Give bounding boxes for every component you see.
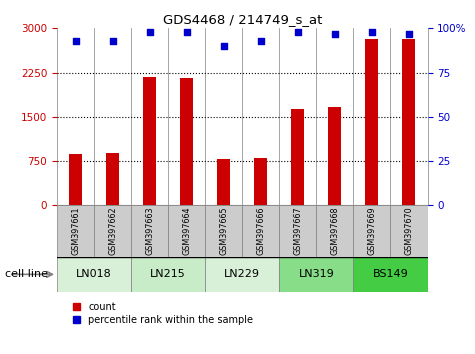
Bar: [205, 257, 279, 292]
Text: GSM397668: GSM397668: [331, 207, 339, 255]
Text: GSM397661: GSM397661: [71, 207, 80, 255]
Bar: [217, 159, 230, 205]
Text: GSM397664: GSM397664: [182, 207, 191, 255]
Bar: [390, 205, 428, 257]
Text: GSM397665: GSM397665: [219, 207, 228, 255]
Text: GSM397670: GSM397670: [405, 207, 413, 255]
Bar: [279, 257, 353, 292]
Point: [294, 29, 302, 35]
Point: [257, 38, 265, 44]
Text: LN319: LN319: [298, 269, 334, 279]
Text: cell line: cell line: [5, 269, 48, 279]
Bar: [180, 78, 193, 205]
Bar: [143, 77, 156, 205]
Text: GSM397669: GSM397669: [368, 207, 376, 255]
Bar: [205, 205, 242, 257]
Text: GSM397663: GSM397663: [145, 207, 154, 255]
Text: GSM397667: GSM397667: [294, 207, 302, 255]
Bar: [353, 257, 428, 292]
Point: [183, 29, 190, 35]
Bar: [131, 205, 168, 257]
Bar: [106, 153, 119, 205]
Bar: [316, 205, 353, 257]
Point: [331, 31, 339, 36]
Legend: count, percentile rank within the sample: count, percentile rank within the sample: [73, 302, 253, 325]
Text: LN229: LN229: [224, 269, 260, 279]
Bar: [353, 205, 390, 257]
Bar: [57, 257, 131, 292]
Text: GSM397666: GSM397666: [256, 207, 265, 255]
Bar: [279, 205, 316, 257]
Bar: [365, 39, 379, 205]
Point: [146, 29, 153, 35]
Point: [72, 38, 79, 44]
Text: LN018: LN018: [76, 269, 112, 279]
Bar: [168, 205, 205, 257]
Text: GSM397662: GSM397662: [108, 207, 117, 255]
Text: LN215: LN215: [150, 269, 186, 279]
Title: GDS4468 / 214749_s_at: GDS4468 / 214749_s_at: [162, 13, 322, 26]
Bar: [402, 39, 416, 205]
Point: [220, 43, 228, 49]
Bar: [57, 205, 94, 257]
Bar: [254, 158, 267, 205]
Bar: [69, 154, 82, 205]
Bar: [131, 257, 205, 292]
Bar: [242, 205, 279, 257]
Text: BS149: BS149: [372, 269, 408, 279]
Bar: [291, 109, 304, 205]
Bar: [328, 107, 342, 205]
Bar: [94, 205, 131, 257]
Point: [405, 31, 413, 36]
Point: [368, 29, 376, 35]
Point: [109, 38, 116, 44]
